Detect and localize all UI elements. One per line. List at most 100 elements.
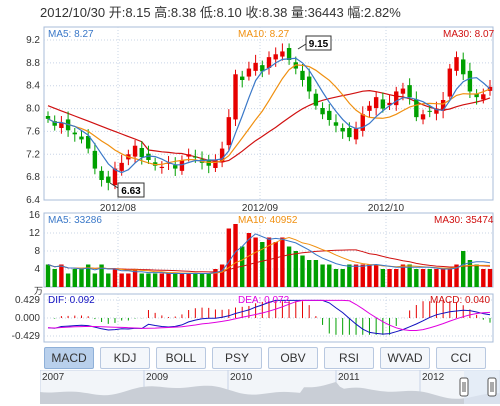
candle-body (72, 132, 77, 135)
ma5-legend: MA5: 8.27 (48, 29, 94, 40)
open-value: 8.15 (125, 5, 151, 20)
price-y-tick: 6.4 (26, 195, 40, 206)
volume-bar (246, 233, 252, 287)
volume-bar (146, 273, 151, 287)
volume-bar (340, 269, 345, 287)
volume-bar (400, 264, 406, 287)
volume-bar (360, 264, 365, 287)
volume-bar (427, 269, 432, 287)
candle-body (219, 148, 225, 163)
close-value: 8.38 (262, 5, 288, 20)
candle-body (166, 162, 171, 164)
candle-body (340, 128, 345, 132)
volume-bar (286, 246, 292, 287)
candle-body (407, 85, 412, 98)
candle-body (193, 156, 198, 158)
volume-bar (461, 251, 466, 287)
volume-bar (273, 242, 278, 287)
candle-body (327, 110, 332, 120)
tab-kdj[interactable]: KDJ (100, 347, 150, 369)
max-callout-box (305, 35, 332, 51)
volume-y-tick: 16 (29, 210, 41, 221)
candle-body (52, 121, 57, 126)
candle-body (333, 122, 339, 126)
price-x-tick: 2012/10 (368, 203, 405, 214)
volume-bar (213, 269, 218, 287)
candle-body (454, 57, 459, 71)
candle-body (186, 154, 191, 157)
volume-bar (112, 269, 118, 287)
macd-y-tick: -0.429 (12, 331, 41, 342)
change-label: 幅: (347, 5, 364, 20)
tab-cci[interactable]: CCI (436, 347, 486, 369)
volume-bar (85, 264, 91, 287)
volume-bar (440, 269, 446, 287)
candle-body (132, 145, 138, 157)
min-callout: 6.63 (121, 186, 141, 197)
volume-bar (380, 269, 386, 287)
tab-rsi[interactable]: RSI (324, 347, 374, 369)
volume-ma5-legend: MA5: 33286 (48, 215, 102, 226)
volume-bar (193, 273, 198, 287)
volume-bar (152, 273, 158, 287)
tab-wvad[interactable]: WVAD (380, 347, 430, 369)
overview-navigator[interactable]: 2007 2009 2010 2011 2012 (40, 370, 500, 404)
candle-body (246, 68, 252, 77)
close-label: 收: (245, 5, 263, 20)
open-label: 开: (108, 5, 126, 20)
volume-bar (293, 251, 298, 287)
volume-bar (313, 260, 319, 287)
volume-bar (420, 269, 426, 287)
tab-obv[interactable]: OBV (268, 347, 318, 369)
dea-line (47, 299, 491, 331)
overview-left-handle[interactable] (459, 377, 469, 397)
volume-bar (306, 260, 312, 287)
volume-y-tick: 4 (34, 264, 40, 275)
candle-body (280, 51, 285, 57)
overview-right-handle[interactable] (487, 377, 497, 397)
candle-body (474, 93, 479, 98)
candle-body (447, 68, 453, 97)
volume-bar (434, 269, 439, 287)
ma30-legend: MA30: 8.07 (443, 29, 495, 40)
ma10-legend: MA10: 8.27 (238, 29, 290, 40)
tab-psy[interactable]: PSY (212, 347, 262, 369)
candle-body (173, 165, 178, 169)
overview-year-label: 2010 (230, 372, 253, 383)
volume-bar (487, 269, 493, 287)
candle-body (79, 136, 84, 140)
candle-body (253, 62, 258, 71)
volume-bar (481, 269, 486, 287)
volume-bar (119, 273, 124, 287)
max-callout: 9.15 (309, 39, 329, 50)
candle-body (240, 76, 245, 80)
high-value: 8.38 (170, 5, 197, 20)
ma10-line (47, 64, 491, 166)
candle-body (360, 114, 365, 131)
candle-body (273, 54, 278, 60)
candle-body (159, 166, 165, 168)
volume-bar (474, 264, 479, 287)
macd-y-tick: 0.429 (15, 295, 40, 306)
volume-bar (353, 264, 359, 287)
volume-value: 36443 (307, 5, 344, 20)
candle-body (347, 128, 352, 138)
candle-body (461, 59, 466, 75)
candle-body (434, 108, 439, 114)
tab-boll[interactable]: BOLL (156, 347, 206, 369)
volume-bar (92, 273, 98, 287)
candle-body (112, 168, 118, 186)
candle-body (394, 91, 399, 106)
tab-macd[interactable]: MACD (44, 347, 94, 369)
price-y-tick: 9.2 (26, 35, 40, 46)
volume-bar (300, 255, 305, 287)
volume-ma10-line (47, 236, 490, 274)
min-callout-box (117, 182, 145, 198)
candle-body (440, 100, 446, 111)
volume-y-tick: 8 (34, 246, 40, 257)
volume-bar (106, 273, 111, 287)
candle-body (226, 117, 232, 146)
candle-body (213, 160, 218, 168)
macd-legend: MACD: 0.040 (430, 295, 490, 306)
